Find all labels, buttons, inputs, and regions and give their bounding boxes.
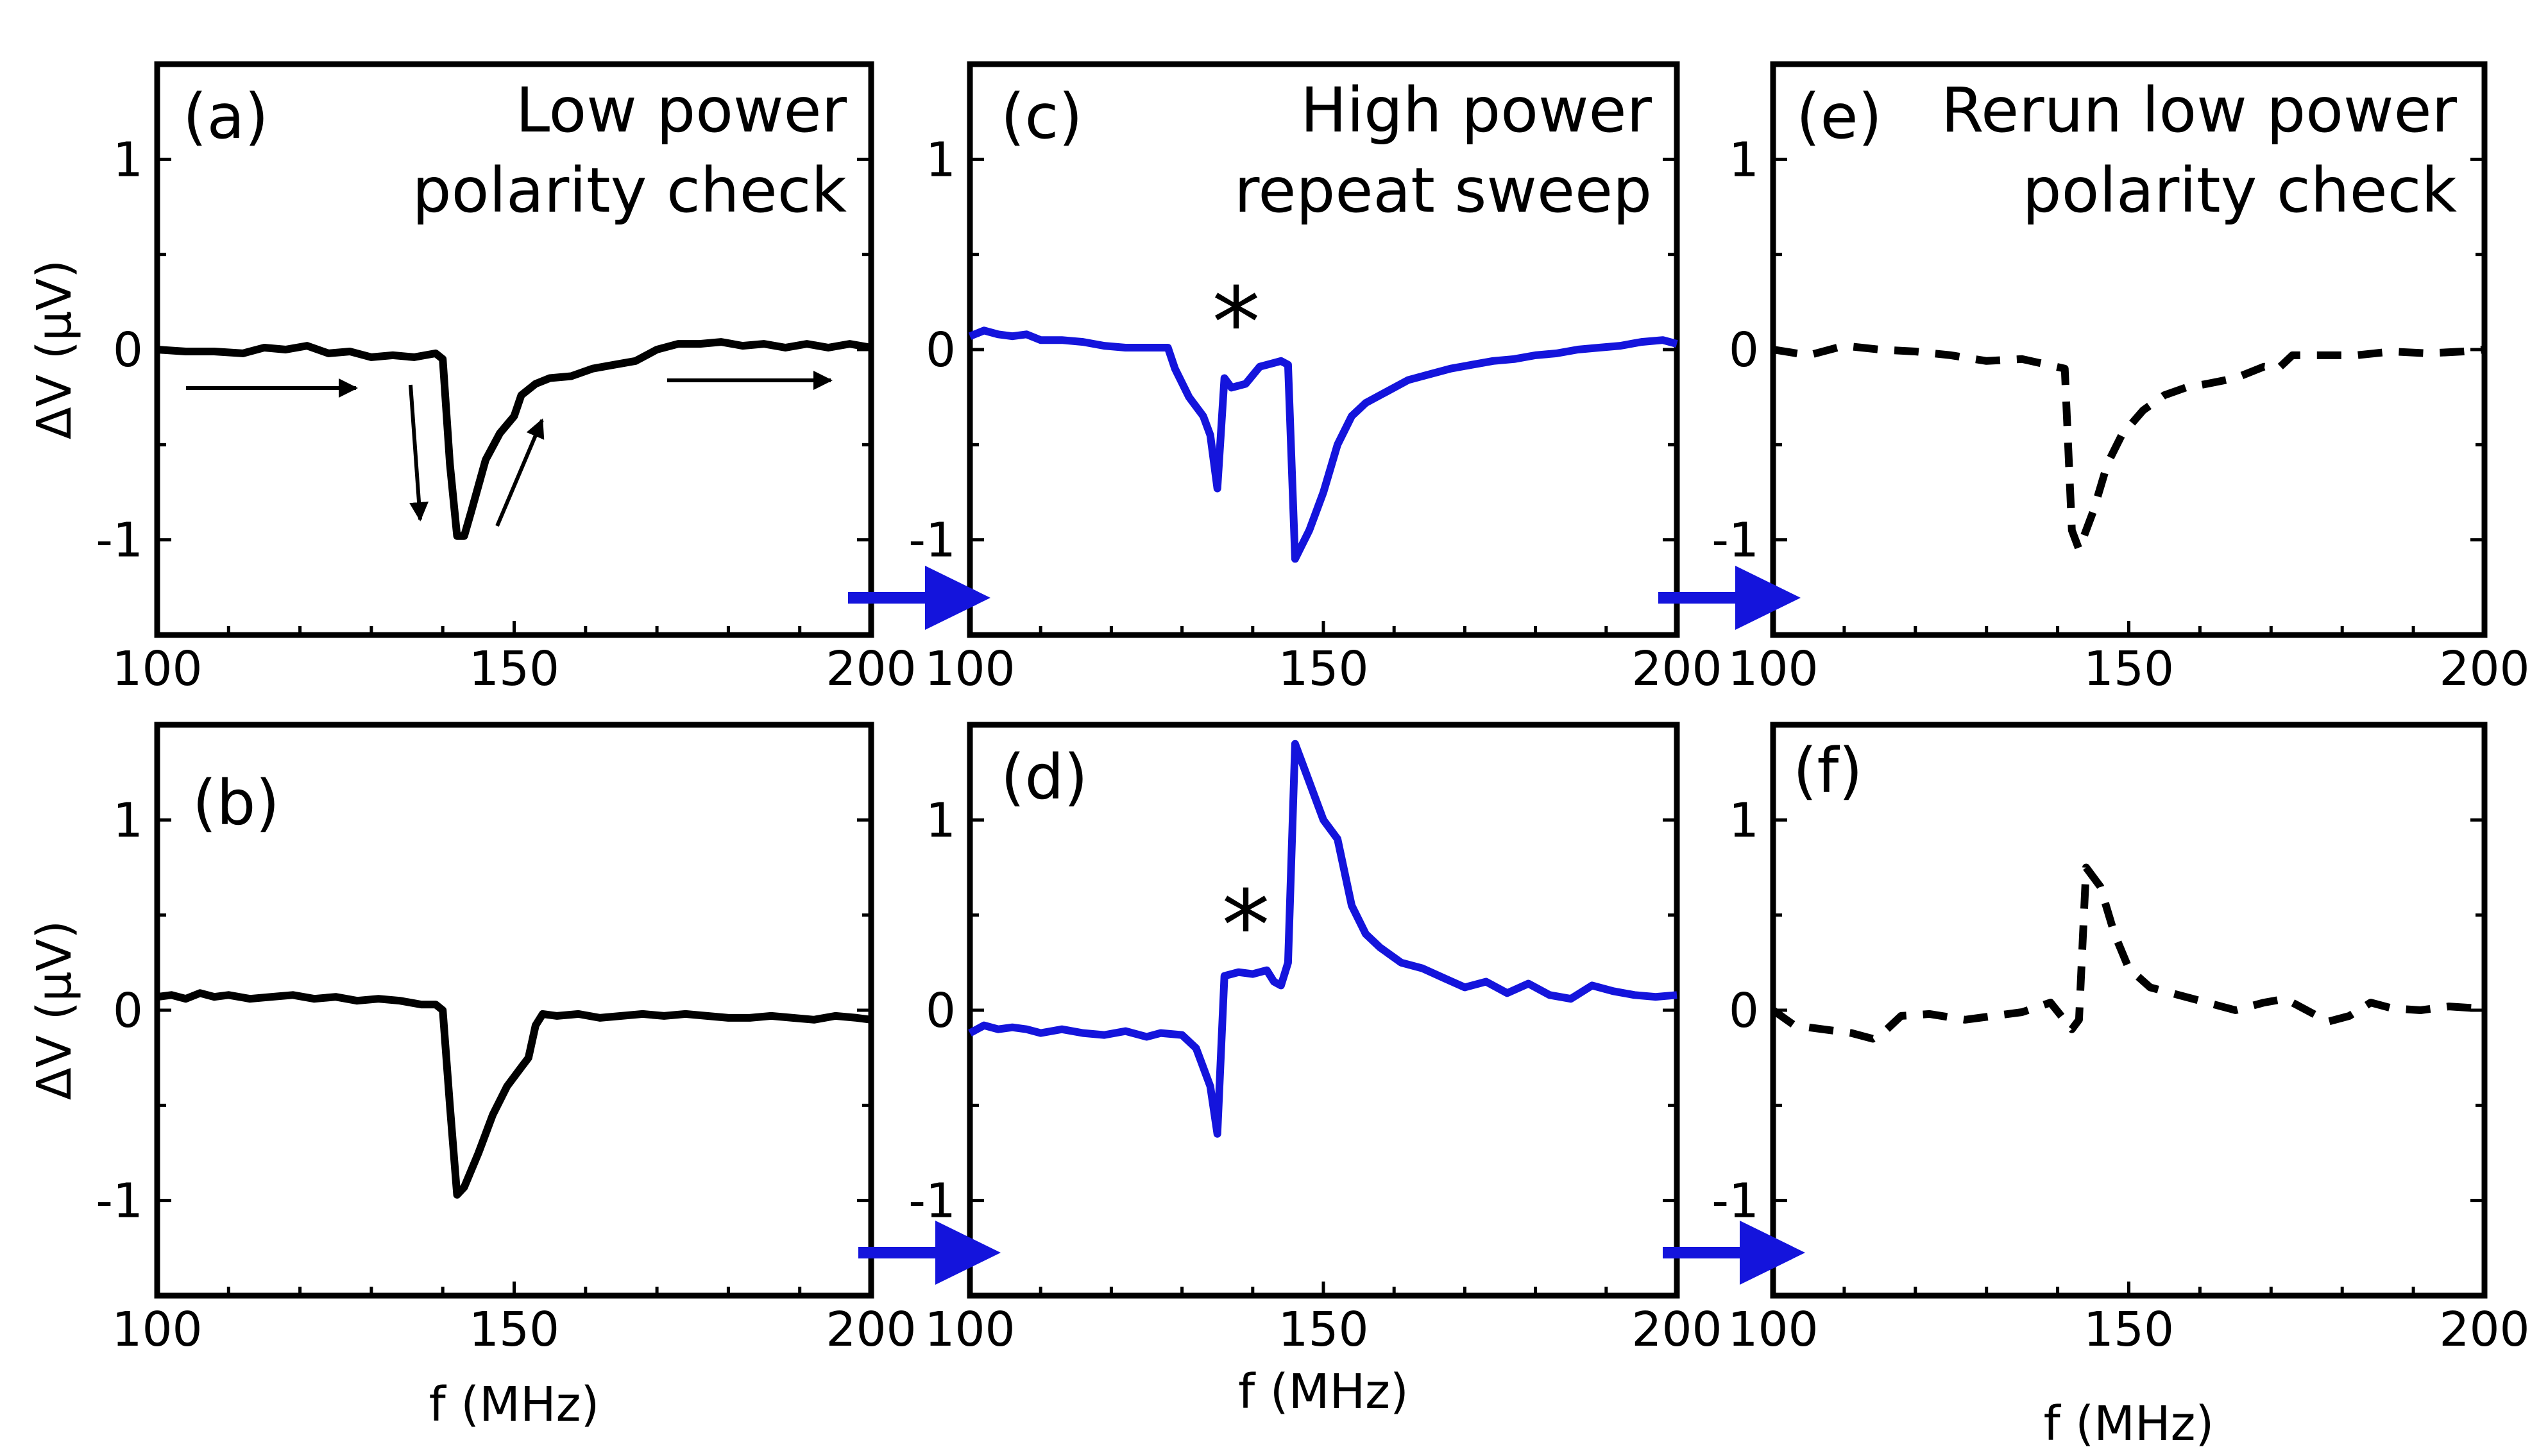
plot-frame	[1770, 722, 2488, 1299]
flow-arrow	[1663, 1221, 1805, 1285]
y-tick-label: 1	[926, 793, 956, 848]
y-tick-label: -1	[1711, 513, 1759, 568]
series-line	[157, 989, 872, 1199]
panel-a: 100 150 200 1 0 -1 (a) Low power polarity check Δ…	[27, 61, 917, 697]
y-tick-label: 0	[926, 323, 956, 378]
x-tick-label: 100	[112, 641, 202, 697]
x-tick-label: 200	[2439, 1302, 2529, 1357]
y-tick-label: -1	[96, 513, 143, 568]
x-tick-label: 200	[826, 1302, 916, 1357]
x-axis-label: f (MHz)	[1238, 1364, 1409, 1419]
x-axis-label: f (MHz)	[429, 1377, 600, 1432]
x-tick-label: 100	[1728, 1302, 1818, 1357]
y-tick-label: 1	[113, 793, 143, 848]
x-tick-label: 150	[469, 641, 559, 697]
panel-title-line: polarity check	[2023, 155, 2458, 226]
x-tick-label: 150	[1278, 641, 1368, 697]
flow-arrow	[858, 1221, 1001, 1285]
panel-b: 100 150 200 1 0 -1 (b) ΔV (μV) f (MHz)	[27, 722, 917, 1432]
y-tick-label: -1	[908, 513, 956, 568]
x-tick-label: 200	[1631, 641, 1722, 697]
x-tick-label: 200	[1631, 1302, 1722, 1357]
y-tick-label: -1	[96, 1174, 143, 1229]
y-tick-label: 0	[1729, 983, 1759, 1038]
y-tick-label: 0	[926, 983, 956, 1038]
y-tick-label: 1	[1729, 793, 1759, 848]
panel-title-line: repeat sweep	[1234, 155, 1652, 226]
y-tick-label: -1	[908, 1174, 956, 1229]
panel-title-line: High power	[1300, 74, 1652, 146]
x-tick-label: 150	[2084, 1302, 2174, 1357]
y-tick-label: 1	[926, 132, 956, 187]
star-marker: *	[1222, 870, 1270, 982]
x-tick-label: 100	[112, 1302, 202, 1357]
x-tick-label: 150	[2084, 641, 2174, 697]
x-tick-label: 200	[2439, 641, 2529, 697]
sweep-direction-arrow-up	[495, 418, 545, 527]
y-axis-label: ΔV (μV)	[27, 260, 82, 439]
series-line	[1772, 342, 2485, 554]
y-tick-label: 0	[113, 323, 143, 378]
star-marker: *	[1212, 267, 1261, 379]
x-tick-label: 100	[924, 641, 1015, 697]
flow-arrow	[848, 566, 990, 630]
panel-title-line: Low power	[516, 74, 847, 146]
sweep-direction-arrow-down	[409, 384, 429, 521]
panel-letter: (f)	[1793, 735, 1863, 807]
y-tick-label: 0	[1729, 323, 1759, 378]
y-tick-label: 0	[113, 983, 143, 1038]
x-tick-label: 100	[1728, 641, 1818, 697]
series-line	[157, 338, 872, 540]
y-tick-label: 1	[1729, 132, 1759, 187]
panel-letter: (a)	[183, 81, 269, 153]
panel-letter: (d)	[1001, 741, 1088, 813]
panel-title-line: polarity check	[412, 155, 847, 226]
y-tick-label: -1	[1711, 1174, 1759, 1229]
x-tick-label: 150	[469, 1302, 559, 1357]
panel-f: 100 150 200 1 0 -1 (f) f (MHz)	[1711, 722, 2530, 1452]
series-line	[968, 326, 1678, 563]
x-tick-label: 100	[924, 1302, 1015, 1357]
x-axis-label: f (MHz)	[2044, 1396, 2214, 1452]
x-tick-label: 200	[826, 641, 916, 697]
panel-letter: (b)	[192, 767, 280, 839]
flow-arrow	[1658, 566, 1801, 630]
y-axis-label: ΔV (μV)	[27, 920, 82, 1100]
y-tick-label: 1	[113, 132, 143, 187]
series-line	[968, 740, 1677, 1138]
x-tick-label: 150	[1278, 1302, 1368, 1357]
panel-e: 100 150 200 1 0 -1 (e) Rerun low power polarity …	[1711, 61, 2530, 697]
panel-c: 100 150 200 1 0 -1 (c) High power repeat sweep	[908, 61, 1722, 697]
panel-letter: (e)	[1796, 81, 1882, 153]
series-line	[1771, 863, 2488, 1043]
panel-title-line: Rerun low power	[1941, 74, 2458, 146]
panel-d: 100 150 200 1 0 -1 (d) f (MHz)	[908, 722, 1722, 1419]
panel-letter: (c)	[1001, 81, 1083, 153]
